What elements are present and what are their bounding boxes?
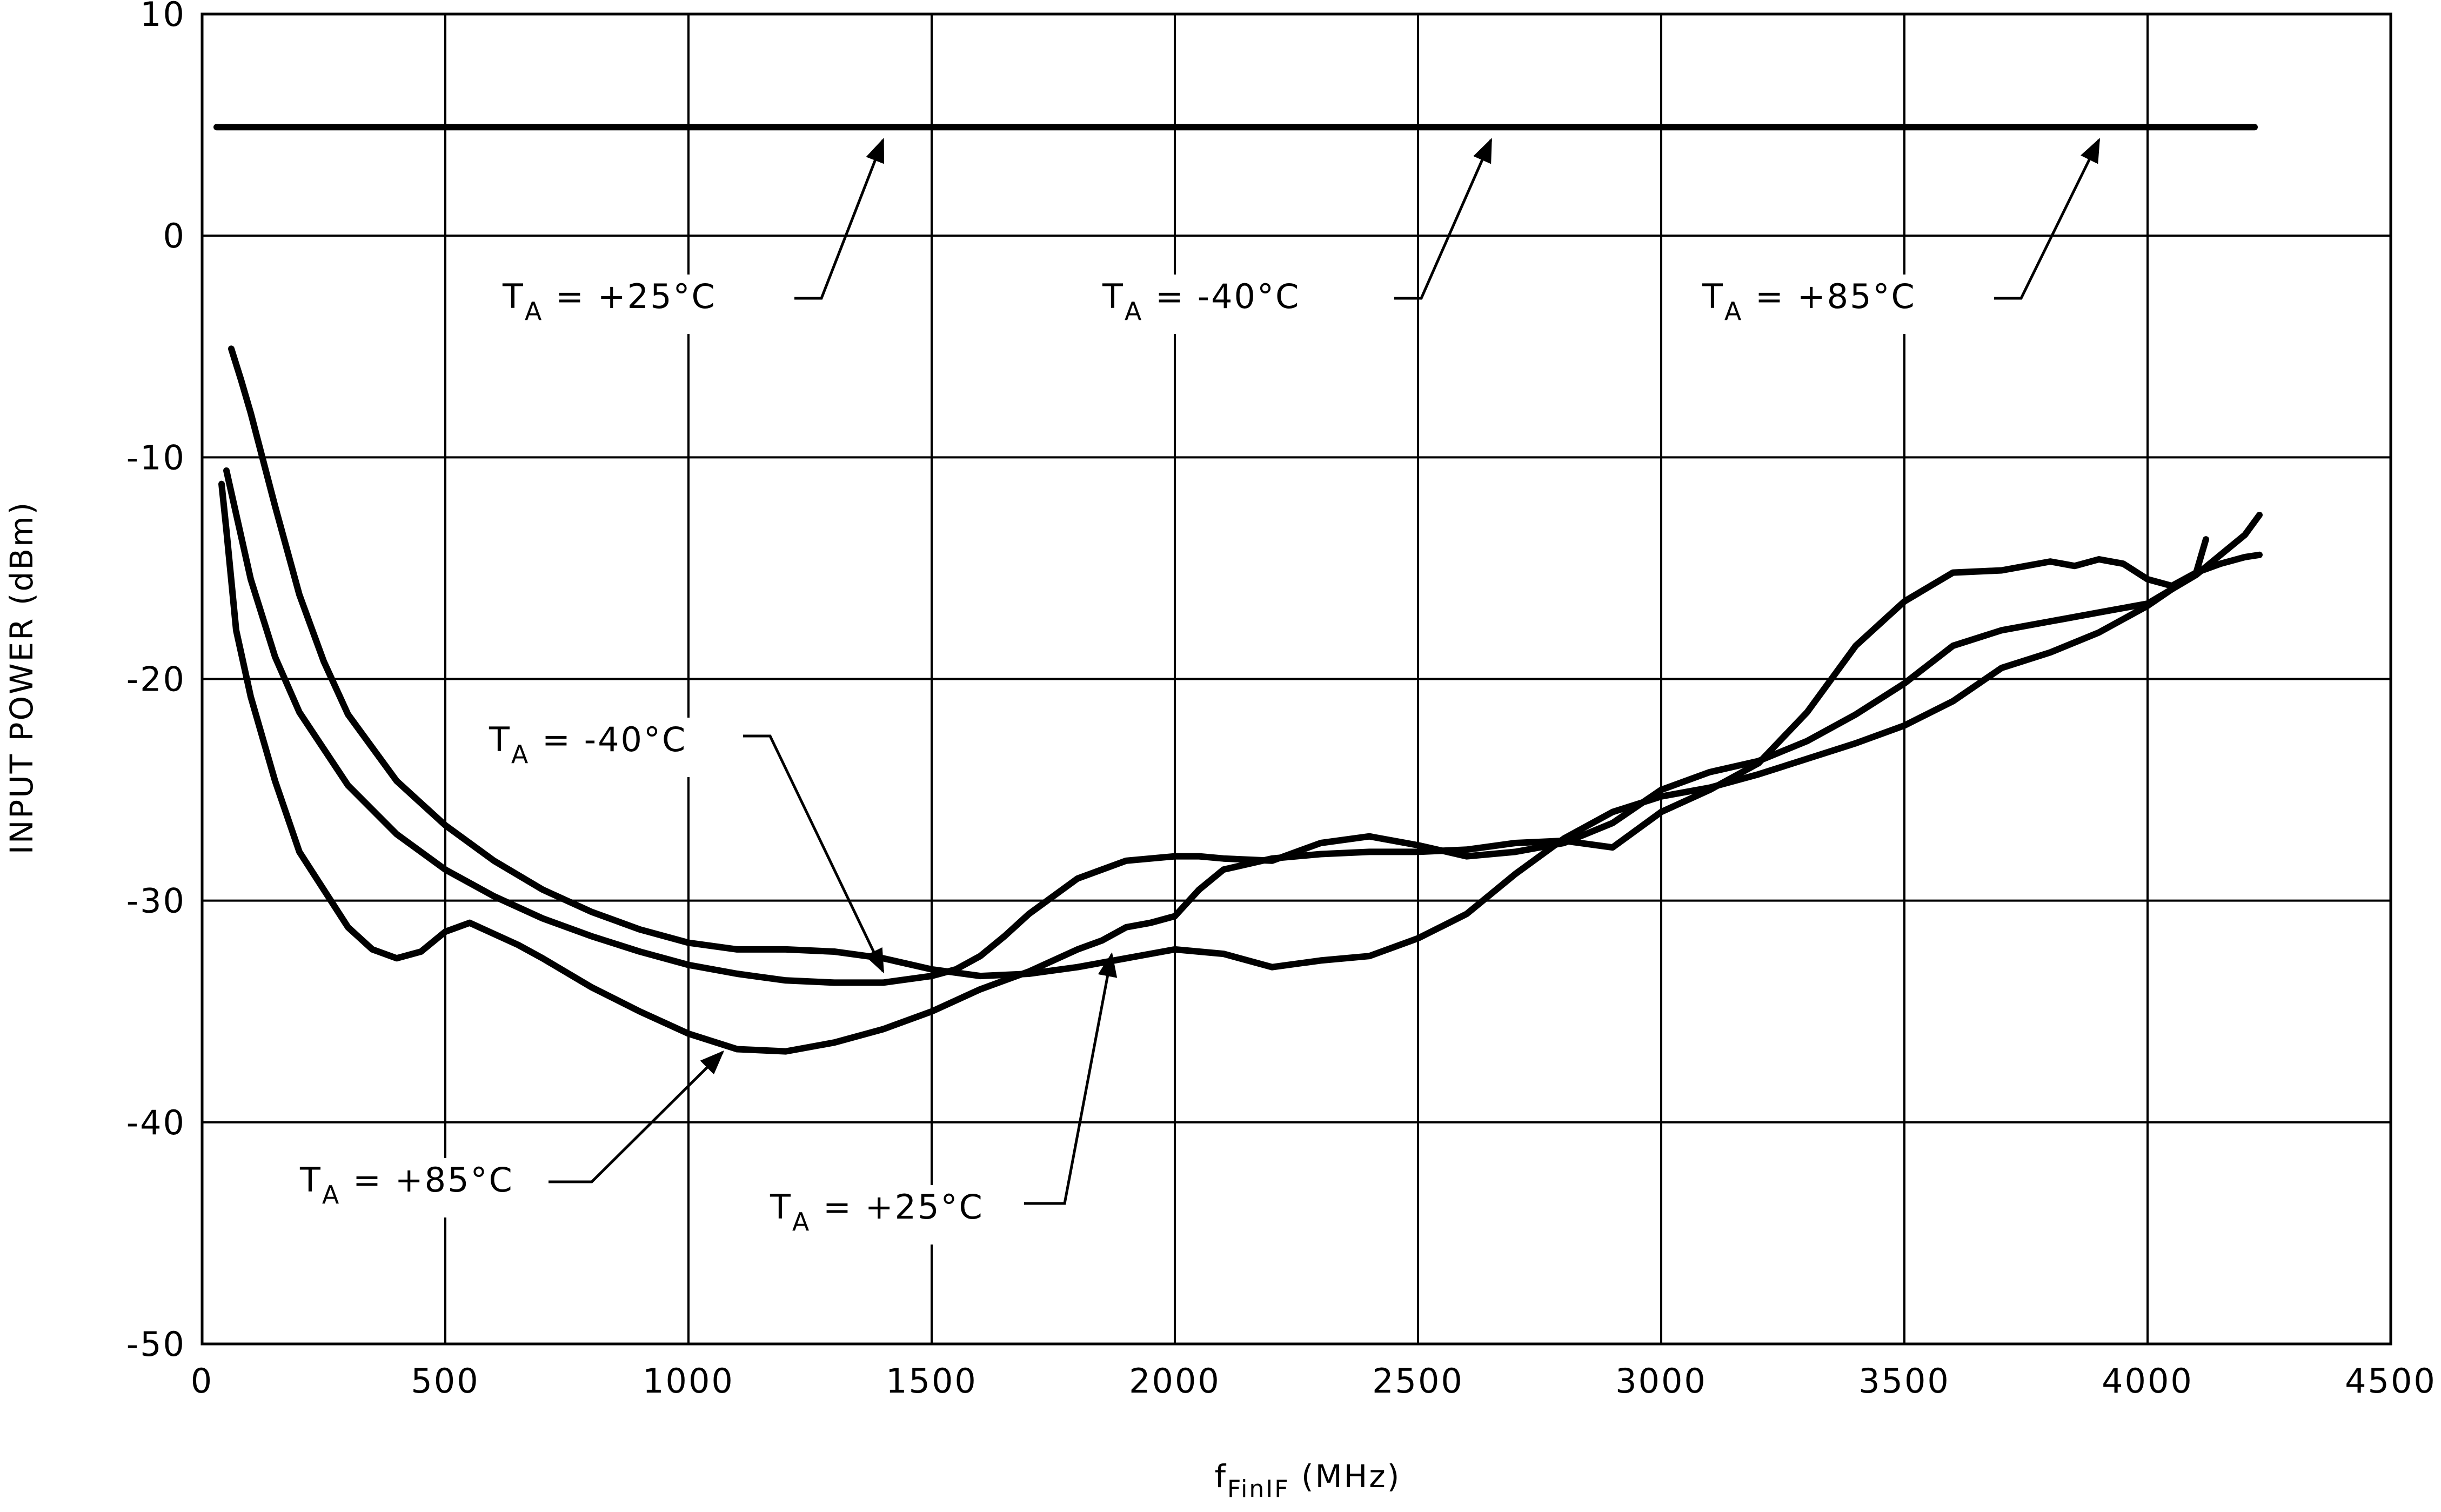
annotation-backdrop [1093,275,1374,334]
x-axis-title-unit: (MHz) [1290,1458,1401,1495]
x-tick-label: 3500 [1858,1361,1950,1401]
x-axis-title-sub: FinIF [1227,1475,1290,1503]
annotation-arrow [549,1050,725,1183]
annotation-backdrop [479,718,760,777]
y-tick-label: 0 [163,216,186,256]
annotation-label: TA = -40°C [1102,277,1300,326]
tick-labels: 0 500 1000 1500 2000 2500 3000 3500 4000 4500100-… [126,0,2437,1401]
y-tick-label: -10 [126,438,186,477]
x-tick-label: 0 [191,1361,213,1401]
series-line [228,345,2209,980]
y-axis-title: INPUT POWER (dBm) [3,501,40,855]
annotation-label: TA = +25°C [770,1187,984,1236]
annotation-arrow [1024,952,1118,1205]
annotation-backdrop [1693,275,1974,334]
series-line [218,480,2263,1055]
y-tick-label: -40 [126,1103,186,1142]
annotation-label: TA = +25°C [502,277,717,326]
annotation-backdrop [493,275,774,334]
annotation-backdrop [760,1185,1041,1245]
y-tick-label: 10 [140,0,186,34]
annotation-label: TA = -40°C [489,720,687,769]
x-tick-label: 2000 [1129,1361,1221,1401]
annotation-arrow [1394,138,1493,300]
x-tick-label: 1000 [643,1361,734,1401]
x-axis-title-main: f [1215,1458,1227,1495]
x-tick-label: 1500 [886,1361,978,1401]
annotation-arrow [794,137,885,300]
y-tick-label: -50 [126,1324,186,1364]
annotation-label: TA = +85°C [1702,277,1916,326]
annotation-backdrop [290,1158,571,1217]
y-tick-label: -20 [126,660,186,699]
x-tick-label: 3000 [1615,1361,1707,1401]
x-tick-label: 500 [411,1361,479,1401]
x-tick-label: 4000 [2102,1361,2193,1401]
annotation-arrow [743,734,885,974]
x-tick-label: 2500 [1372,1361,1464,1401]
x-axis-title: fFinIF (MHz) [1215,1458,1401,1503]
x-tick-label: 4500 [2345,1361,2437,1401]
data-curves [213,124,2263,1055]
annotation-label: TA = +85°C [299,1160,514,1209]
series-line [223,467,2263,986]
y-tick-label: -30 [126,881,186,921]
annotation-arrow [1994,138,2101,300]
annotations: TA = +25°C TA = -40°C TA = +85°C TA = -40°C… [299,137,2101,1236]
